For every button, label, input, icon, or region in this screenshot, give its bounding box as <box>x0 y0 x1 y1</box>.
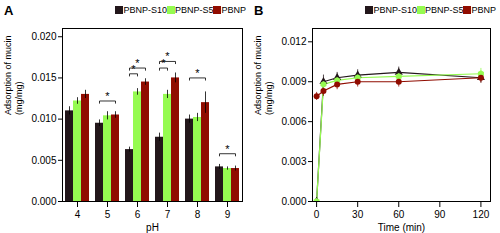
svg-text:90: 90 <box>434 209 446 220</box>
svg-text:pH: pH <box>146 222 159 233</box>
html-text:PBNP: PBNP <box>221 5 246 15</box>
svg-text:0.000: 0.000 <box>281 196 306 207</box>
html-text:PBNP-S5: PBNP-S5 <box>175 5 214 15</box>
svg-text:0.003: 0.003 <box>281 156 306 167</box>
svg-text:Adsorption of mucin: Adsorption of mucin <box>253 35 263 115</box>
svg-text:(mg/mg): (mg/mg) <box>264 81 274 115</box>
html-text:PBNP: PBNP <box>471 5 496 15</box>
svg-text:Time (min): Time (min) <box>378 222 425 233</box>
html-text:B: B <box>254 2 264 18</box>
svg-text:*: * <box>195 67 200 79</box>
svg-text:*: * <box>105 90 110 102</box>
svg-text:8: 8 <box>195 209 201 220</box>
svg-text:*: * <box>225 143 230 155</box>
svg-text:0.010: 0.010 <box>31 113 56 124</box>
svg-text:*: * <box>135 57 140 69</box>
svg-text:60: 60 <box>393 209 405 220</box>
svg-text:0.005: 0.005 <box>31 155 56 166</box>
svg-text:0.015: 0.015 <box>31 72 56 83</box>
svg-text:0.006: 0.006 <box>281 116 306 127</box>
svg-text:5: 5 <box>105 209 111 220</box>
svg-text:0.020: 0.020 <box>31 31 56 42</box>
html-text:A: A <box>4 2 14 18</box>
html-text:PBNP-S10: PBNP-S10 <box>373 5 417 15</box>
svg-text:7: 7 <box>165 209 171 220</box>
svg-text:120: 120 <box>473 209 490 220</box>
svg-text:*: * <box>165 50 170 62</box>
html-text:PBNP-S10: PBNP-S10 <box>123 5 167 15</box>
svg-text:9: 9 <box>225 209 231 220</box>
svg-text:0.009: 0.009 <box>281 76 306 87</box>
svg-text:Adsorption of mucin: Adsorption of mucin <box>3 35 13 115</box>
svg-text:0: 0 <box>314 209 320 220</box>
svg-text:(mg/mg): (mg/mg) <box>14 81 24 115</box>
svg-text:4: 4 <box>75 209 81 220</box>
svg-text:6: 6 <box>135 209 141 220</box>
svg-text:0.012: 0.012 <box>281 36 306 47</box>
svg-text:0.000: 0.000 <box>31 196 56 207</box>
html-text:PBNP-S5: PBNP-S5 <box>425 5 464 15</box>
svg-text:30: 30 <box>352 209 364 220</box>
